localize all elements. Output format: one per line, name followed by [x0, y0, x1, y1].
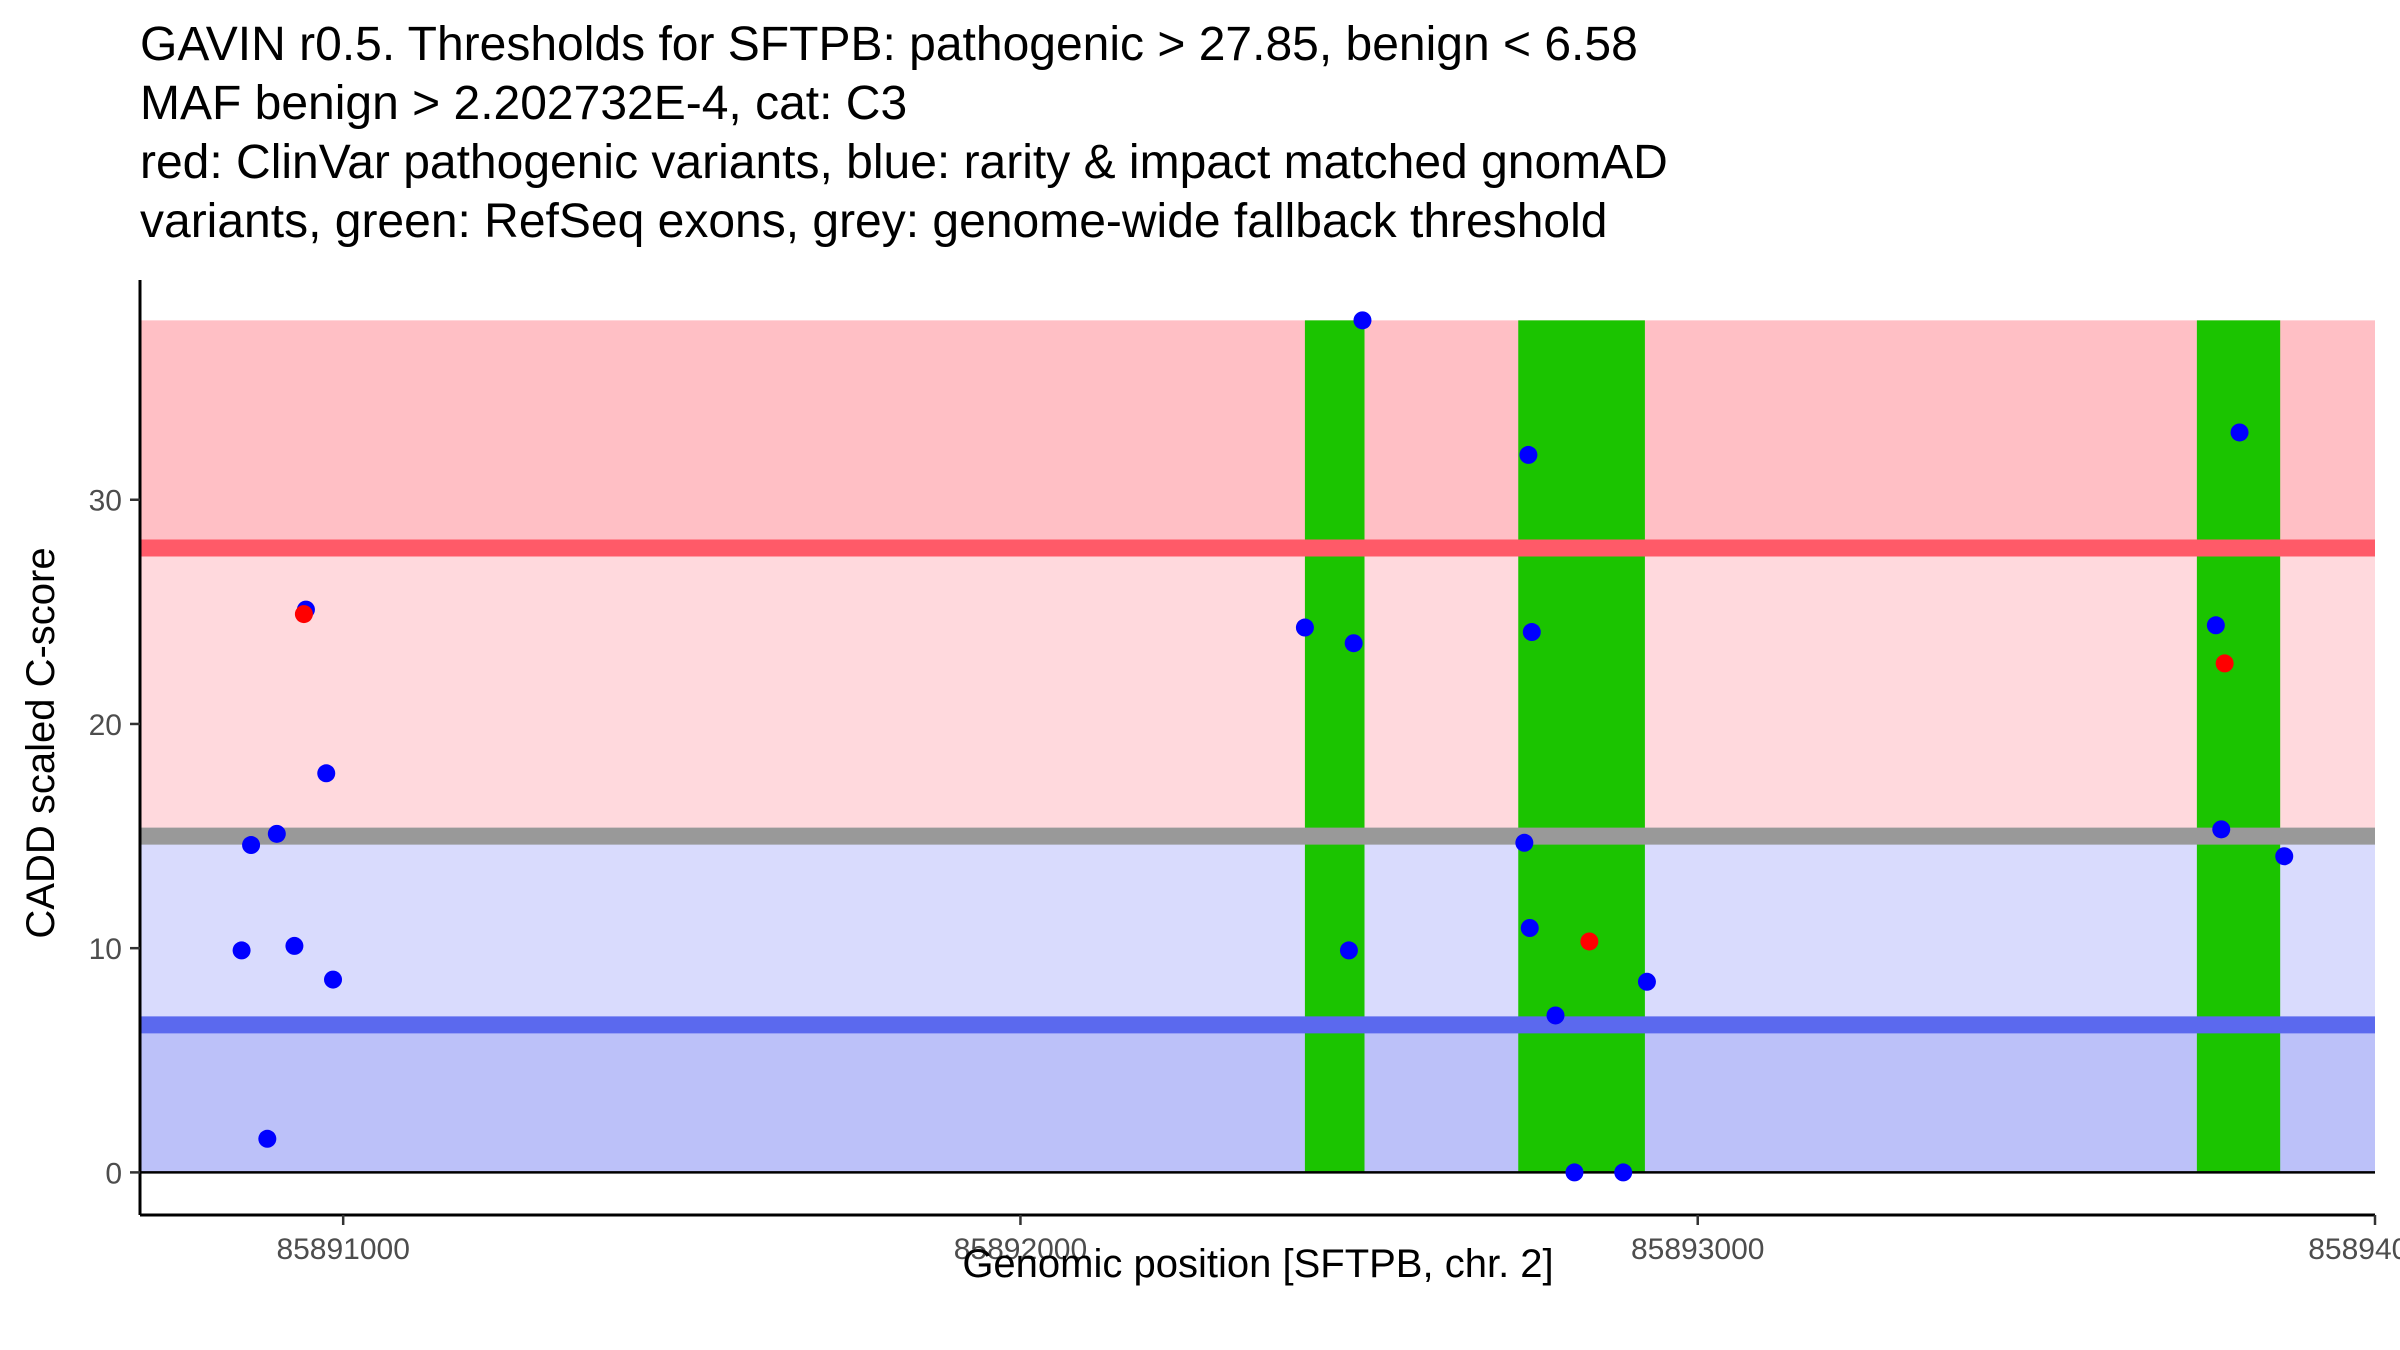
x-axis-title: Genomic position [SFTPB, chr. 2] [962, 1242, 1553, 1286]
axis-titles: Genomic position [SFTPB, chr. 2] CADD sc… [19, 547, 1554, 1286]
gnomad-point [324, 970, 343, 989]
pathogenic-zone [140, 320, 2375, 548]
gnomad-point [1519, 445, 1538, 464]
gnomad-point [1565, 1163, 1584, 1182]
y-tick-label: 20 [89, 709, 122, 742]
threshold-zones [140, 320, 2375, 1173]
gnomad-point [2206, 616, 2225, 635]
middle-upper-zone [140, 547, 2375, 837]
threshold-lines [140, 539, 2375, 1174]
gnomad-point [285, 936, 304, 955]
gnomad-point [2275, 847, 2294, 866]
clinvar-pathogenic-point [1580, 932, 1599, 951]
clinvar-pathogenic-point [294, 605, 313, 624]
gnomad-point [2212, 820, 2231, 839]
gnomad-point [1515, 833, 1534, 852]
gnomad-point [1637, 972, 1656, 991]
y-tick-label: 10 [89, 933, 122, 966]
gnomad-point [317, 764, 336, 783]
gnomad-point [1522, 623, 1541, 642]
gnomad-point [232, 941, 251, 960]
clinvar-pathogenic-point [2215, 654, 2234, 673]
y-tick-label: 30 [89, 485, 122, 518]
gnomad-point [1339, 941, 1358, 960]
exon-regions [1304, 320, 2281, 1173]
gnomad-point [1614, 1163, 1633, 1182]
gnomad-point [242, 836, 261, 855]
benign-zone [140, 1024, 2375, 1173]
gnomad-point [258, 1129, 277, 1148]
title-line-4: variants, green: RefSeq exons, grey: gen… [140, 195, 1607, 248]
gnomad-point [2230, 423, 2249, 442]
gnomad-point [1353, 311, 1372, 330]
gnomad-point [1295, 618, 1314, 637]
x-tick-label: 85894000 [2308, 1233, 2400, 1266]
data-points [232, 311, 2294, 1182]
gnomad-point [1344, 634, 1363, 653]
title-line-2: MAF benign > 2.202732E-4, cat: C3 [140, 77, 907, 130]
gnomad-point [1546, 1006, 1565, 1025]
title-line-3: red: ClinVar pathogenic variants, blue: … [140, 136, 1668, 189]
middle-lower-zone [140, 836, 2375, 1025]
x-tick-label: 85891000 [276, 1233, 409, 1266]
exon-region-1 [1304, 320, 1365, 1173]
y-tick-label: 0 [105, 1157, 122, 1190]
gnomad-point [267, 824, 286, 843]
gnomad-point [1520, 918, 1539, 937]
chart-title: GAVIN r0.5. Thresholds for SFTPB: pathog… [140, 18, 1668, 248]
y-axis-title: CADD scaled C-score [19, 547, 63, 938]
title-line-1: GAVIN r0.5. Thresholds for SFTPB: pathog… [140, 18, 1638, 71]
axes: 0 10 20 30 85891000 85892000 85893000 85894000 [89, 280, 2400, 1266]
x-tick-label: 85892000 [954, 1233, 1087, 1266]
exon-region-3 [2196, 320, 2281, 1173]
x-tick-label: 85893000 [1631, 1233, 1764, 1266]
exon-region-2 [1518, 320, 1645, 1173]
